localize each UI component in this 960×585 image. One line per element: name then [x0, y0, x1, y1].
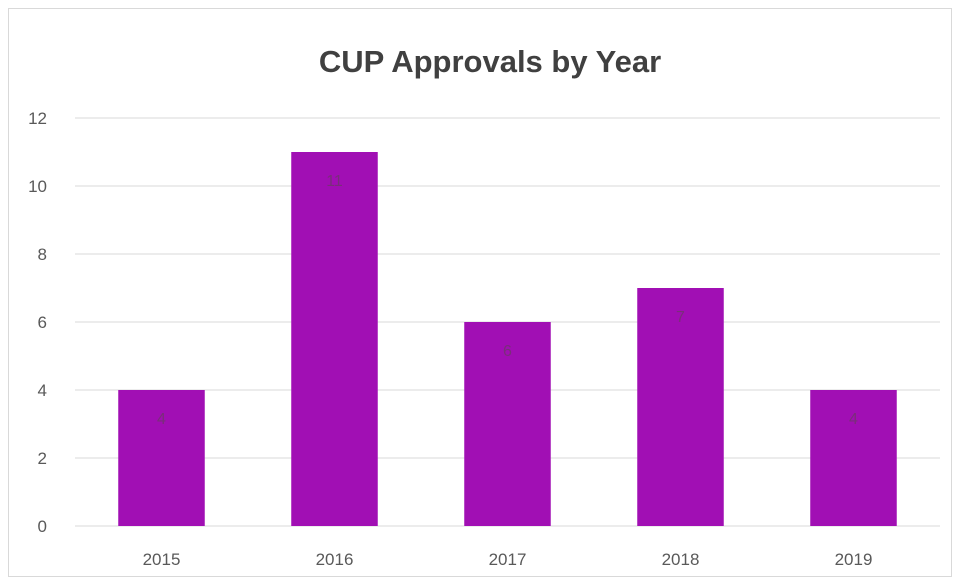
x-tick-label: 2019 — [835, 550, 873, 569]
data-label: 11 — [326, 173, 343, 190]
bar — [637, 288, 724, 526]
y-tick-label: 4 — [38, 381, 47, 400]
bars — [118, 152, 897, 526]
x-tick-label: 2015 — [143, 550, 181, 569]
y-tick-label: 0 — [38, 517, 47, 536]
y-axis-tick-labels: 0 2 4 6 8 10 12 — [28, 109, 47, 536]
x-axis-tick-labels: 2015 2016 2017 2018 2019 — [143, 550, 873, 569]
data-label: 4 — [849, 411, 858, 428]
data-label: 7 — [676, 309, 685, 326]
bar — [810, 390, 897, 526]
y-tick-label: 2 — [38, 449, 47, 468]
bar — [118, 390, 205, 526]
data-labels: 4 11 6 7 4 — [157, 173, 858, 428]
gridlines — [75, 117, 940, 527]
data-label: 4 — [157, 411, 166, 428]
data-label: 6 — [503, 343, 512, 360]
x-tick-label: 2016 — [316, 550, 354, 569]
x-tick-label: 2018 — [662, 550, 700, 569]
y-tick-label: 10 — [28, 177, 47, 196]
y-tick-label: 12 — [28, 109, 47, 128]
bar — [464, 322, 551, 526]
bar — [291, 152, 378, 526]
y-tick-label: 6 — [38, 313, 47, 332]
x-tick-label: 2017 — [489, 550, 527, 569]
y-tick-label: 8 — [38, 245, 47, 264]
chart-title: CUP Approvals by Year — [319, 44, 661, 79]
